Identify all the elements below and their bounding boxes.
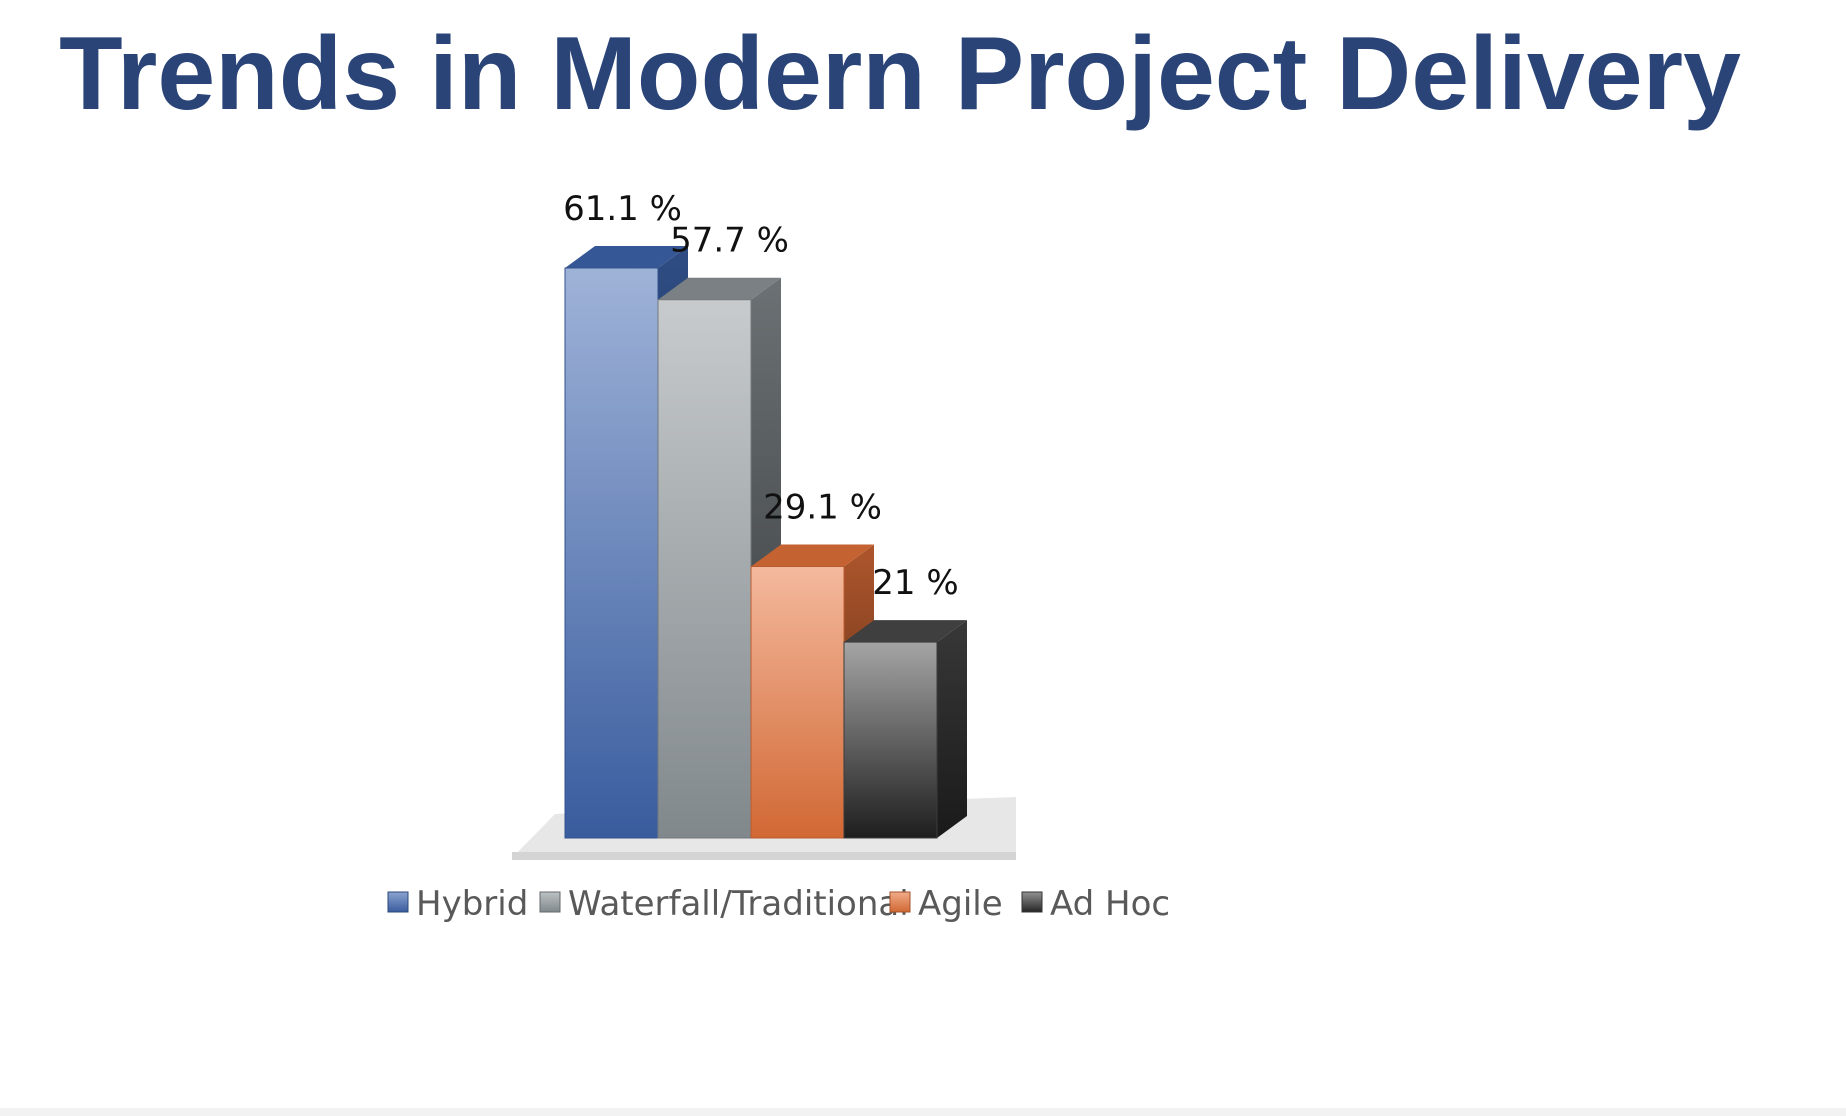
bar-front-face [843,641,938,839]
legend-label: Agile [918,884,1003,924]
data-label: 29.1 % [763,488,882,528]
bar-top-face [565,246,688,268]
bar-front-face [657,299,752,839]
chart-legend: Hybrid Waterfall/Traditional Agile Ad Hoc [387,884,1170,924]
legend-item: Waterfall/Traditional [539,884,909,924]
bar-top-face [844,620,967,643]
legend-swatch [889,891,911,913]
bottom-strip [0,1108,1846,1116]
legend-label: Waterfall/Traditional [568,884,909,924]
data-label: 61.1 % [563,189,682,229]
bar-front-face [564,267,659,839]
legend-label: Ad Hoc [1050,884,1170,924]
bar-front-face [750,566,845,839]
legend-item: Ad Hoc [1021,884,1170,924]
chart-bars [564,246,967,839]
page-title: Trends in Modern Project Delivery [59,16,1741,132]
bar-side-face [937,620,967,838]
chart-floor-edge [512,852,1016,860]
legend-swatch [539,891,561,913]
bar-top-face [658,277,781,300]
bar-ad-hoc [843,620,967,839]
legend-swatch [1021,891,1043,913]
legend-label: Hybrid [416,884,528,924]
legend-swatch [387,891,409,913]
data-label: 57.7 % [670,221,789,261]
legend-item: Hybrid [387,884,528,924]
chart-data-labels: 61.1 %57.7 % 29.1 % 21 % [563,189,959,603]
bar-top-face [751,544,874,567]
legend-item: Agile [889,884,1003,924]
data-label: 21 % [872,563,958,603]
